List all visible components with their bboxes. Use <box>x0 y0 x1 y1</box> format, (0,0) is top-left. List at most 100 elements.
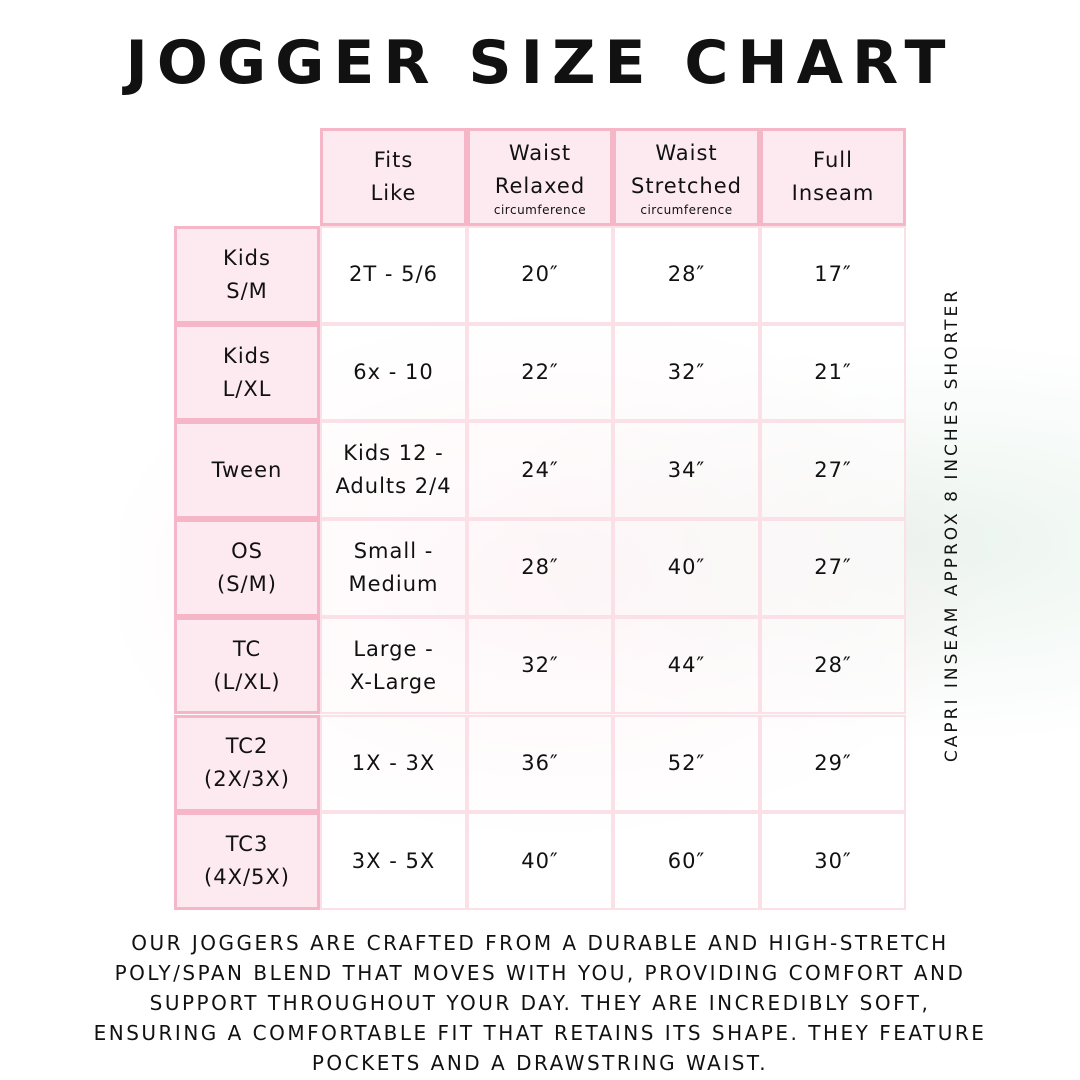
cell-text: Kids <box>223 245 271 270</box>
cell-text: Stretched <box>631 174 742 198</box>
cell-text: 32″ <box>667 360 706 385</box>
waist-relaxed-cell: 22″ <box>467 323 613 422</box>
cell-text: Full <box>813 148 853 172</box>
cell-text: 2T - 5/6 <box>349 262 438 287</box>
cell-text: 3X - 5X <box>351 848 436 873</box>
fits-like-cell: Small - Medium <box>320 519 467 617</box>
cell-text: 6x - 10 <box>353 360 434 385</box>
cell-subtext: circumference <box>640 203 733 217</box>
cell-text: 22″ <box>521 360 559 385</box>
waist-relaxed-cell: 28″ <box>467 519 613 617</box>
cell-text: 32″ <box>521 653 559 678</box>
cell-text: 40″ <box>667 555 706 580</box>
cell-text: 30″ <box>814 848 852 873</box>
waist-relaxed-cell: 40″ <box>467 812 613 910</box>
waist-stretched-cell: 32″ <box>613 323 760 422</box>
cell-text: OS <box>231 538 263 563</box>
cell-text: Kids <box>223 343 271 368</box>
cell-text: 20″ <box>521 262 559 287</box>
cell-text: 28″ <box>814 653 852 678</box>
waist-stretched-cell: 34″ <box>613 421 760 520</box>
column-header: Fits Like <box>320 128 467 226</box>
waist-stretched-cell: 44″ <box>613 616 760 715</box>
fits-like-cell: 2T - 5/6 <box>320 226 467 324</box>
page-title: JOGGER SIZE CHART <box>125 28 955 98</box>
description-line: SUPPORT THROUGHOUT YOUR DAY. THEY ARE IN… <box>149 991 931 1015</box>
inseam-cell: 21″ <box>760 323 906 422</box>
cell-text: Tween <box>211 457 283 482</box>
description-line: POCKETS AND A DRAWSTRING WAIST. <box>311 1051 769 1075</box>
cell-text: Kids 12 - <box>343 441 444 466</box>
inseam-cell: 17″ <box>760 226 906 324</box>
size-label: Kids S/M <box>174 226 320 324</box>
cell-text: 52″ <box>667 750 706 775</box>
cell-text: 40″ <box>521 848 559 873</box>
size-label: TC (L/XL) <box>174 616 320 715</box>
description-line: OUR JOGGERS ARE CRAFTED FROM A DURABLE A… <box>131 931 949 955</box>
fits-like-cell: 1X - 3X <box>320 714 467 813</box>
waist-stretched-cell: 60″ <box>613 812 760 910</box>
size-label: Kids L/XL <box>174 323 320 422</box>
cell-text: 28″ <box>521 555 559 580</box>
cell-text: 60″ <box>667 848 706 873</box>
cell-text: S/M <box>226 278 268 303</box>
cell-text: Fits <box>373 148 414 172</box>
cell-text: 21″ <box>814 360 852 385</box>
waist-relaxed-cell: 24″ <box>467 421 613 520</box>
size-label: TC3 (4X/5X) <box>174 812 320 910</box>
inseam-cell: 29″ <box>760 714 906 813</box>
cell-text: Inseam <box>791 181 875 205</box>
cell-text: 1X - 3X <box>351 750 436 775</box>
cell-text: (L/XL) <box>213 669 281 694</box>
cell-text: 28″ <box>667 262 706 287</box>
cell-text: Waist <box>655 141 718 165</box>
cell-text: Adults 2/4 <box>335 474 452 499</box>
cell-text: 17″ <box>814 262 852 287</box>
inseam-cell: 30″ <box>760 812 906 910</box>
waist-stretched-cell: 52″ <box>613 714 760 813</box>
cell-text: Small - <box>353 538 434 563</box>
cell-text: TC2 <box>225 734 269 759</box>
cell-subtext: circumference <box>493 203 587 217</box>
cell-text: 27″ <box>814 457 852 482</box>
inseam-cell: 27″ <box>760 519 906 617</box>
description-line: POLY/SPAN BLEND THAT MOVES WITH YOU, PRO… <box>114 961 966 985</box>
cell-text: 27″ <box>814 555 852 580</box>
fits-like-cell: Kids 12 - Adults 2/4 <box>320 421 467 520</box>
fits-like-cell: Large - X-Large <box>320 616 467 715</box>
size-label: TC2 (2X/3X) <box>174 714 320 813</box>
waist-relaxed-cell: 36″ <box>467 714 613 813</box>
cell-text: Medium <box>348 571 439 596</box>
inseam-cell: 27″ <box>760 421 906 520</box>
size-label: Tween <box>174 421 320 520</box>
description: OUR JOGGERS ARE CRAFTED FROM A DURABLE A… <box>40 928 1040 1078</box>
cell-text: X-Large <box>349 669 437 694</box>
inseam-cell: 28″ <box>760 616 906 715</box>
cell-text: (4X/5X) <box>204 865 290 890</box>
cell-text: (S/M) <box>217 571 277 596</box>
cell-text: TC3 <box>225 832 269 857</box>
waist-relaxed-cell: 20″ <box>467 226 613 324</box>
cell-text: 36″ <box>521 750 559 775</box>
fits-like-cell: 3X - 5X <box>320 812 467 910</box>
waist-stretched-cell: 40″ <box>613 519 760 617</box>
cell-text: (2X/3X) <box>204 767 290 792</box>
cell-text: Like <box>370 181 417 205</box>
cell-text: Relaxed <box>494 174 586 198</box>
waist-relaxed-cell: 32″ <box>467 616 613 715</box>
fits-like-cell: 6x - 10 <box>320 323 467 422</box>
cell-text: 44″ <box>667 653 706 678</box>
cell-text: L/XL <box>222 376 272 401</box>
column-header: Waist Stretched circumference <box>613 128 760 226</box>
column-header: Waist Relaxed circumference <box>467 128 613 226</box>
capri-note: CAPRI INSEAM APPROX 8 INCHES SHORTER <box>942 287 962 763</box>
description-line: ENSURING A COMFORTABLE FIT THAT RETAINS … <box>93 1021 987 1045</box>
waist-stretched-cell: 28″ <box>613 226 760 324</box>
cell-text: 24″ <box>521 457 559 482</box>
cell-text: Waist <box>508 141 572 165</box>
cell-text: TC <box>232 636 262 661</box>
cell-text: Large - <box>353 636 434 661</box>
cell-text: 29″ <box>814 750 852 775</box>
column-header: Full Inseam <box>760 128 906 226</box>
size-label: OS (S/M) <box>174 519 320 617</box>
